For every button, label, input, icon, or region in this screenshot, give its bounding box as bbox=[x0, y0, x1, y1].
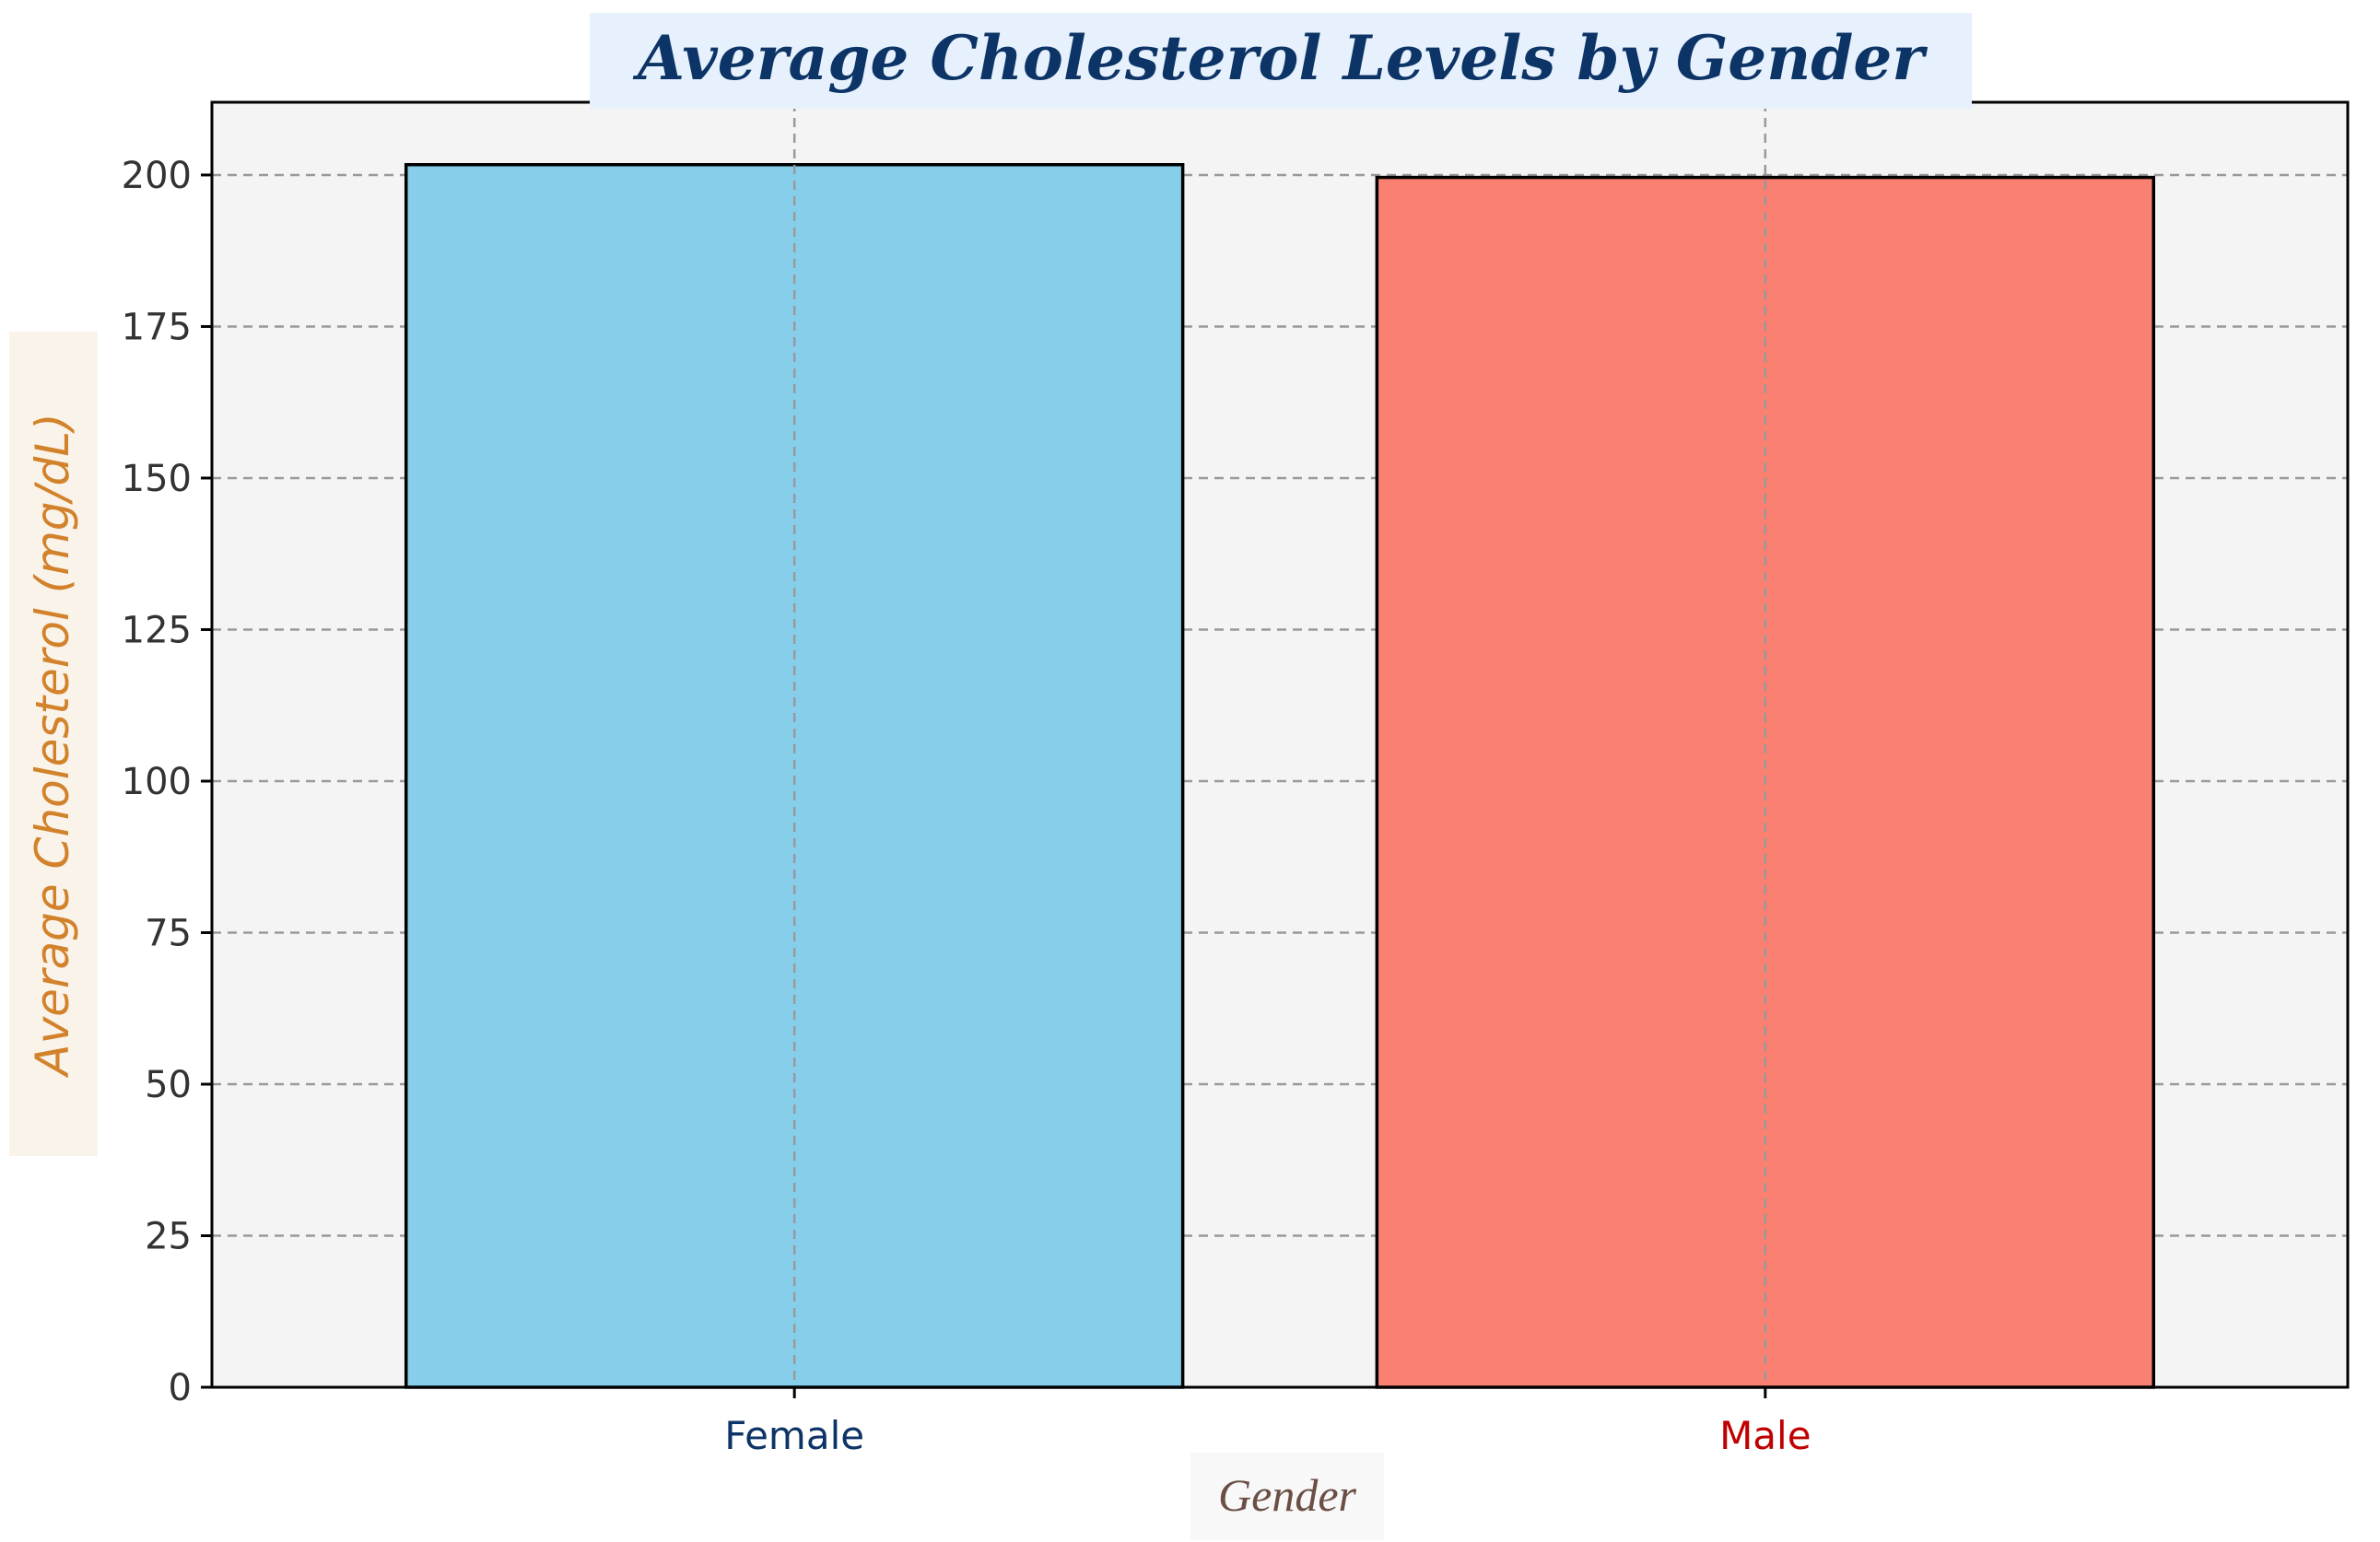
y-tick-label: 100 bbox=[122, 761, 192, 803]
y-tick-label: 25 bbox=[145, 1215, 192, 1257]
y-tick-label: 175 bbox=[122, 306, 192, 348]
y-tick-label: 200 bbox=[122, 155, 192, 197]
grid-lines-overlay bbox=[792, 102, 1767, 1387]
x-tick-label-female: Female bbox=[724, 1413, 864, 1458]
title-background bbox=[590, 13, 1972, 109]
y-tick-label: 125 bbox=[122, 609, 192, 651]
x-axis-label-background bbox=[1190, 1453, 1384, 1540]
y-tick-label: 50 bbox=[145, 1064, 192, 1106]
x-axis-label: Gender bbox=[1218, 1469, 1356, 1521]
chart-title: Average Cholesterol Levels by Gender bbox=[632, 22, 1929, 94]
y-axis-ticks: 0 25 50 75 100 125 150 175 200 bbox=[122, 155, 212, 1409]
x-axis-ticks: Female Male bbox=[724, 1387, 1811, 1458]
x-tick-label-male: Male bbox=[1719, 1413, 1811, 1458]
y-axis-label: Average Cholesterol (mg/dL) bbox=[26, 413, 79, 1078]
y-axis-label-background bbox=[9, 332, 98, 1156]
grid-lines bbox=[212, 173, 2348, 1237]
y-tick-label: 75 bbox=[145, 912, 192, 954]
y-tick-label: 0 bbox=[169, 1367, 192, 1409]
y-tick-label: 150 bbox=[122, 458, 192, 500]
